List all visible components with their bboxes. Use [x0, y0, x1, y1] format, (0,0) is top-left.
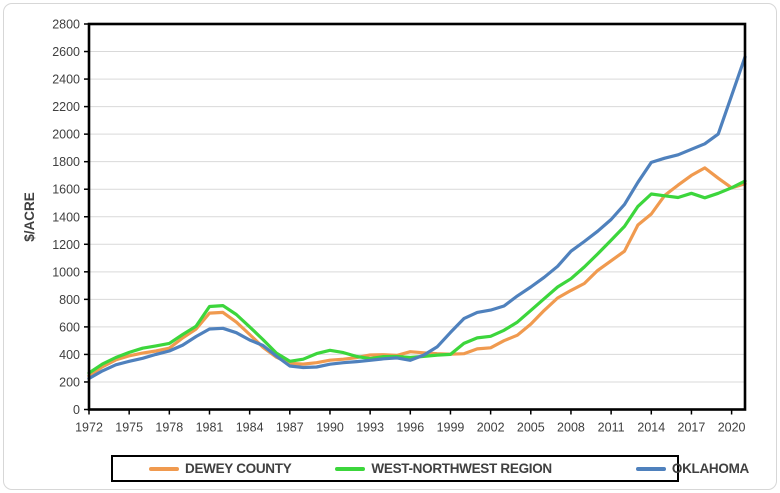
- y-axis-tick-label: 1400: [52, 210, 80, 224]
- x-axis-tick-label: 1999: [437, 421, 465, 435]
- y-axis-title: $/ACRE: [22, 192, 37, 242]
- y-axis-tick-label: 2200: [52, 100, 80, 114]
- y-axis-tick-label: 1800: [52, 155, 80, 169]
- x-axis-tick-label: 2005: [517, 421, 545, 435]
- chart-legend: DEWEY COUNTY WEST-NORTHWEST REGION OKLAH…: [111, 455, 749, 482]
- y-axis-tick-label: 2600: [52, 45, 80, 59]
- legend-label: DEWEY COUNTY: [185, 461, 292, 476]
- y-axis-tick-label: 1200: [52, 238, 80, 252]
- x-axis-tick-label: 2002: [477, 421, 505, 435]
- legend-item-dewey-county: DEWEY COUNTY: [149, 461, 292, 476]
- legend-item-west-northwest-region: WEST-NORTHWEST REGION: [335, 461, 552, 476]
- y-axis-tick-label: 1000: [52, 265, 80, 279]
- y-axis-tick-label: 2800: [52, 18, 80, 32]
- x-axis-tick-label: 1978: [155, 421, 183, 435]
- legend-label: OKLAHOMA: [671, 461, 749, 476]
- y-axis-tick-label: 200: [59, 375, 80, 389]
- line-chart: 0 200 400 600 800 1000 1200 1400 1600 1800 2000 220…: [22, 18, 747, 435]
- x-axis-tick-label: 1996: [396, 421, 424, 435]
- y-axis-tick-label: 800: [59, 293, 80, 307]
- y-axis-tick-label: 0: [73, 403, 80, 417]
- x-axis-tick-label: 1981: [196, 421, 224, 435]
- x-axis-tick-label: 1972: [75, 421, 103, 435]
- x-axis-tick-label: 2017: [678, 421, 706, 435]
- series-line-oklahoma: [87, 55, 747, 381]
- y-axis-tick-label: 600: [59, 320, 80, 334]
- series-line-dewey-county: [87, 166, 747, 378]
- y-axis-tick-label: 1600: [52, 183, 80, 197]
- x-axis-tick-label: 1987: [276, 421, 304, 435]
- legend-label: WEST-NORTHWEST REGION: [371, 461, 552, 476]
- west-northwest-region-line-marker: [335, 466, 366, 471]
- oklahoma-line-marker: [635, 466, 666, 471]
- chart-figure: 0 200 400 600 800 1000 1200 1400 1600 1800 2000 220…: [3, 3, 777, 490]
- x-axis-tick-label: 2011: [598, 421, 625, 435]
- plot-area-border: [87, 22, 747, 411]
- x-axis-tick-label: 1993: [356, 421, 384, 435]
- x-axis-tick-label: 2014: [637, 421, 665, 435]
- x-axis-tick-label: 1984: [236, 421, 264, 435]
- y-axis-tick-label: 2000: [52, 128, 80, 142]
- x-axis-tick-label: 2008: [557, 421, 585, 435]
- x-axis-tick-label: 1990: [316, 421, 344, 435]
- y-axis-tick-label: 2400: [52, 73, 80, 87]
- y-axis-tick-label: 400: [59, 348, 80, 362]
- dewey-county-line-marker: [149, 466, 179, 471]
- series-line-west-northwest-region: [87, 179, 747, 375]
- legend-item-oklahoma: OKLAHOMA: [635, 461, 749, 476]
- x-axis-tick-label: 1975: [115, 421, 143, 435]
- x-axis-tick-label: 2020: [718, 421, 746, 435]
